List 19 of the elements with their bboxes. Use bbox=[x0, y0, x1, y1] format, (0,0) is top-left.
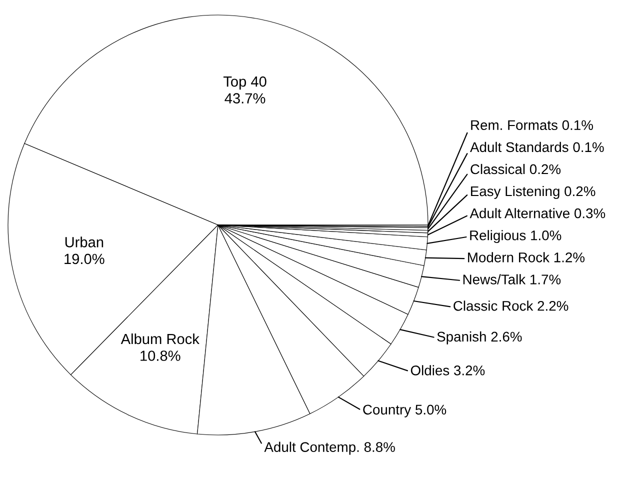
slice-label: Classical 0.2% bbox=[470, 164, 561, 174]
slice-label: Top 40 bbox=[223, 76, 266, 90]
slice-label: Modern Rock 1.2% bbox=[468, 252, 585, 262]
slice-label: Classic Rock 2.2% bbox=[454, 300, 568, 311]
slice-label: News/Talk 1.7% bbox=[463, 274, 561, 284]
slice-label: Spanish 2.6% bbox=[437, 331, 522, 344]
slice-label: Album Rock bbox=[120, 333, 200, 344]
slice-label: Rem. Formats 0.1% bbox=[471, 120, 593, 130]
slice-label: Adult Alternative 0.3% bbox=[470, 208, 606, 218]
slice-label: Country 5.0% bbox=[363, 404, 446, 418]
slice-label: Adult Standards 0.1% bbox=[470, 142, 604, 152]
slice-label: Easy Listening 0.2% bbox=[471, 186, 596, 199]
slice-label: Urban bbox=[65, 236, 104, 248]
slice-label: Adult Contemp. 8.8% bbox=[264, 442, 395, 455]
slice-label: Oldies 3.2% bbox=[410, 365, 485, 376]
data-label: 19.0% bbox=[64, 254, 104, 264]
slice-label: Religious 1.0% bbox=[470, 230, 562, 244]
data-label: 43.7% bbox=[224, 93, 266, 104]
data-label: 10.8% bbox=[140, 350, 180, 361]
